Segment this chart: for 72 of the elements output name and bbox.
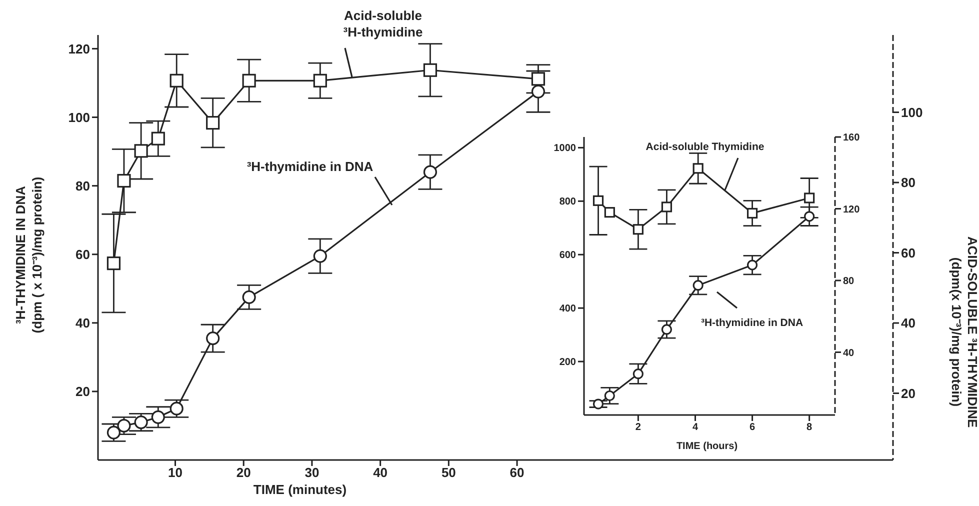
text: ³H-thymidine in DNA [246,159,374,174]
y2-tick-label: 40 [901,316,916,331]
point [692,280,704,291]
y-tick-label: 600 [559,250,576,262]
y-tick-label: 1000 [554,143,576,154]
series-label: Acid-soluble Thymidine [646,141,764,153]
x-tick-label: 40 [373,465,388,480]
y-tick-label: 60 [76,246,90,262]
x-tick-label: 6 [750,422,756,434]
x-tick-label: 10 [168,465,182,480]
x-tick-label: 8 [806,422,813,434]
point [804,192,815,204]
point [313,74,327,88]
point [804,211,815,222]
point [106,426,121,440]
y2-tick-label: 120 [843,204,860,216]
y2-tick-label: 80 [843,276,855,288]
y-tick-label: 100 [68,110,90,125]
point [592,195,604,206]
point [151,410,165,424]
y2-tick-label: 80 [901,175,916,190]
x-tick-label: 50 [441,465,456,480]
point [313,249,327,263]
point [531,84,546,98]
y2-tick-label: 100 [901,104,923,120]
point [632,368,644,380]
x-axis-title: TIME (hours) [676,441,738,452]
y-tick-label: 800 [559,196,576,208]
y-tick-label: 40 [76,316,90,331]
point [170,74,184,88]
y2-tick-label: 60 [901,245,916,260]
y2-tick-label: 20 [901,386,916,401]
y-tick-label: 20 [76,384,90,400]
y-tick-label: 200 [559,357,576,368]
point [531,72,546,86]
y2-tick-label: 40 [843,348,855,359]
x-axis-title: TIME (minutes) [253,482,347,497]
point [170,402,184,416]
x-tick-label: 30 [304,465,320,480]
y-tick-label: 400 [559,304,576,315]
point [632,224,644,235]
point [106,256,121,270]
legend-label: ³H-thymidine in DNA [700,317,804,329]
point [151,132,165,146]
x-tick-label: 4 [692,422,698,434]
point [661,324,672,335]
y2-axis-title: ACID-SOLUBLE ³H-THYMIDINE (dpm(x 10⁻³)/mg protein) [948,236,979,428]
y-axis-title: ³H-THYMIDINE IN DNA (dpm ( x 10⁻³)/mg protein) [13,176,44,334]
point [134,416,148,430]
point [746,208,758,219]
y-tick-label: 80 [76,178,90,194]
x-tick-label: 60 [510,465,524,480]
point [134,144,148,158]
point [117,418,131,433]
y-tick-label: 120 [68,41,90,56]
series-label: Acid-soluble ³H-thymidine [343,8,423,40]
point [206,116,220,130]
point [692,163,704,174]
point [661,202,672,212]
point [746,260,758,270]
point [117,174,131,188]
point [604,207,615,218]
point [423,63,438,77]
point [423,165,438,179]
x-tick-label: 20 [236,465,251,480]
x-tick-label: 2 [635,422,642,434]
point [604,390,615,402]
y2-tick-label: 160 [843,132,860,144]
point [592,398,604,410]
point [206,332,220,346]
point [242,290,256,304]
point [242,74,256,88]
